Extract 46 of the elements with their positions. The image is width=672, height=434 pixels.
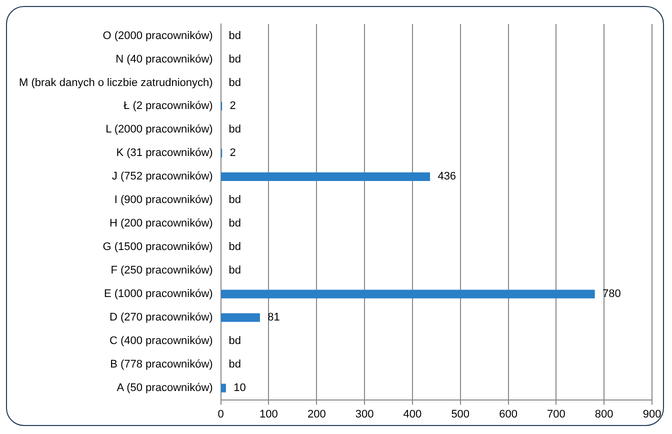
y-tick-label: I (900 pracowników) [114,194,213,206]
y-tick-label: D (270 pracowników) [109,312,213,324]
x-tick-label: 200 [307,408,326,420]
text: bd [228,264,242,277]
y-tick-label: L (2000 pracowników) [106,124,213,136]
data-label: 436 [438,170,456,183]
y-tick-label: K (31 pracowników) [116,147,213,160]
text: bd [228,30,242,42]
y-tick-label: O (2000 pracowników) [102,30,213,42]
bar [220,172,430,181]
text: bd [228,76,242,89]
y-tick-label: A (50 pracowników) [116,382,213,394]
y-tick-label: J (752 pracowników) [112,170,213,183]
bar [220,290,595,298]
data-label: 2 [230,100,236,112]
text: bd [228,53,242,66]
data-label: 81 [268,312,280,324]
x-tick-label: 100 [260,408,278,420]
y-tick-label: F (250 pracowników) [110,264,213,277]
text: bd [228,358,242,371]
y-tick-label: C (400 pracowników) [109,335,213,348]
y-tick-label: M (brak danych o liczbie zatrudnionych) [19,76,213,89]
x-tick-label: 900 [642,408,662,420]
y-tick-label: E (1000 pracowników) [104,288,213,300]
y-tick-label: N (40 pracowników) [116,53,213,66]
x-tick-label: 700 [547,408,566,420]
x-tick-label: 300 [355,408,374,420]
y-tick-label: G (1500 pracowników) [102,241,213,254]
x-tick-label: 0 [218,408,224,420]
text: bd [228,335,242,348]
text: bd [228,194,242,206]
data-label: 780 [602,288,621,300]
y-tick-label: Ł (2 pracowników) [124,100,213,112]
x-tick-label: 600 [499,408,518,420]
text: bd [228,241,242,254]
bar [220,384,226,392]
x-tick-label: 400 [403,408,422,420]
text: bd [228,218,242,230]
data-label: 2 [230,147,236,160]
x-tick-label: 500 [451,408,470,420]
x-tick-label: 800 [594,408,614,420]
text: bd [228,124,242,136]
data-label: 10 [234,382,246,394]
bar [220,313,260,322]
y-tick-label: H (200 pracowników) [109,218,213,230]
y-tick-label: B (778 pracowników) [110,358,213,371]
